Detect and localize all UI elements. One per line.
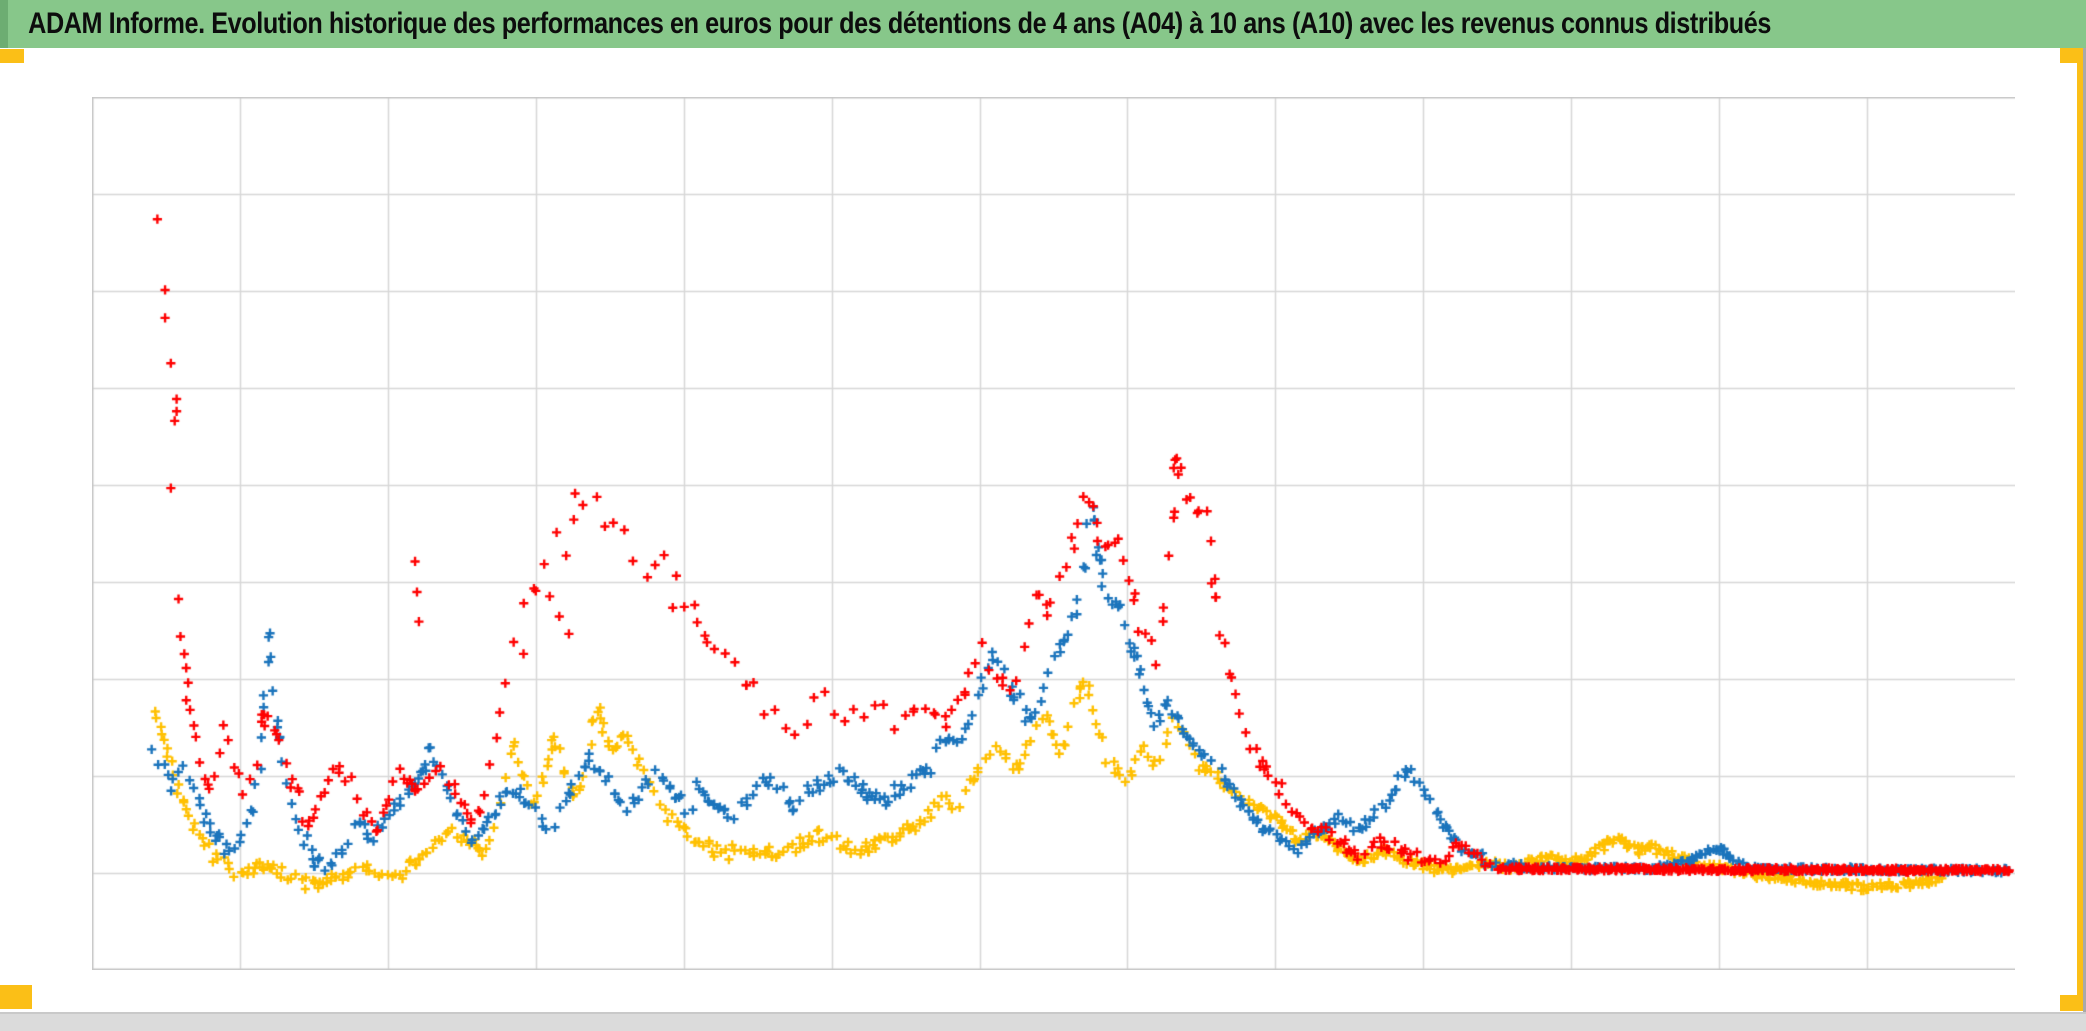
- chart-title-bar: ADAM Informe. Evolution historique des p…: [0, 0, 2086, 48]
- selection-handle-top-left[interactable]: [0, 49, 24, 63]
- selection-handle-bottom-left[interactable]: [0, 985, 32, 1009]
- selection-border-right: [2077, 48, 2084, 1008]
- chart-title: ADAM Informe. Evolution historique des p…: [28, 7, 1771, 40]
- chart-plot-surface[interactable]: [0, 48, 2084, 1012]
- performance-scatter-canvas: [92, 97, 2015, 970]
- window-edge-right: [2083, 48, 2086, 1012]
- bottom-scrollbar-track[interactable]: [0, 1012, 2086, 1031]
